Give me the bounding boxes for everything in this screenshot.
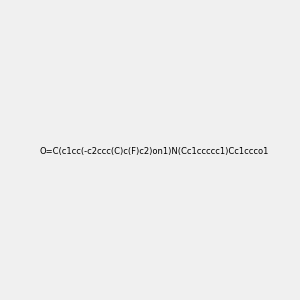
- Text: O=C(c1cc(-c2ccc(C)c(F)c2)on1)N(Cc1ccccc1)Cc1ccco1: O=C(c1cc(-c2ccc(C)c(F)c2)on1)N(Cc1ccccc1…: [39, 147, 268, 156]
